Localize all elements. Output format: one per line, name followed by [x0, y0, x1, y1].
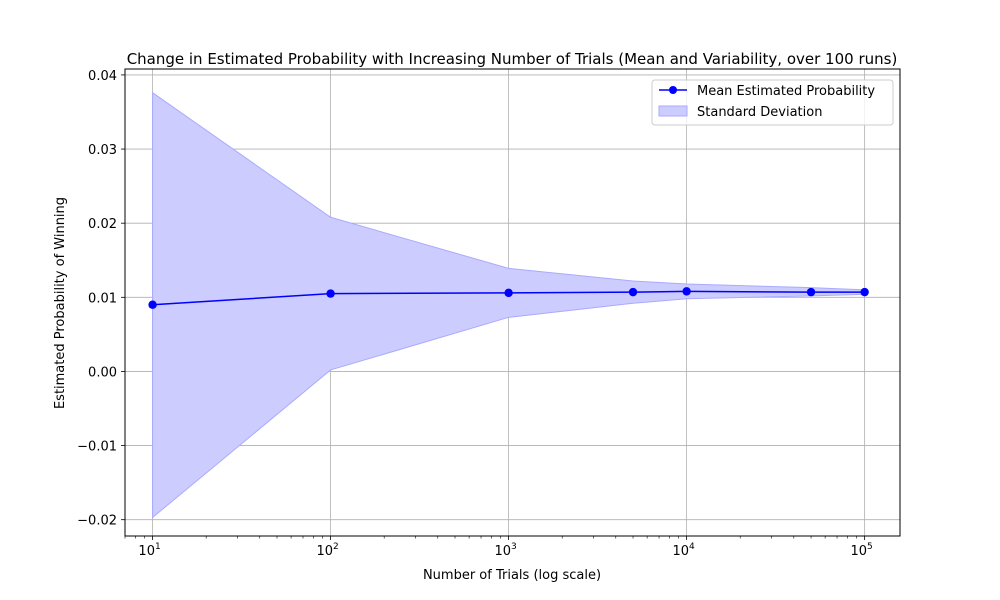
x-tick-label: 103 [494, 542, 516, 559]
x-tick-label: 104 [672, 542, 695, 559]
y-tick-label: 0.00 [88, 365, 117, 380]
y-tick-label: −0.01 [77, 440, 117, 455]
mean-point [682, 287, 691, 296]
x-tick-label: 105 [850, 542, 872, 559]
x-axis-title: Number of Trials (log scale) [423, 568, 601, 583]
legend-box [651, 79, 894, 126]
mean-line-layer [148, 287, 869, 309]
mean-point [326, 289, 335, 298]
mean-point [148, 300, 157, 309]
x-tick-label: 102 [316, 542, 338, 559]
x-axis-ticks: 101 102 103 104 105 [124, 536, 873, 559]
legend-label-std: Standard Deviation [697, 105, 822, 120]
y-tick-label: −0.02 [77, 514, 117, 529]
mean-point [806, 287, 816, 297]
y-tick-label: 0.02 [88, 217, 117, 232]
legend-label-mean: Mean Estimated Probability [697, 84, 875, 99]
legend-band-swatch [658, 105, 688, 117]
y-axis-title: Estimated Probability of Winning [53, 197, 68, 409]
mean-point [860, 287, 869, 297]
y-axis-ticks: −0.02 −0.01 0.00 0.01 0.02 0.03 0.04 [77, 69, 125, 529]
plot-frame [124, 68, 901, 537]
chart-title: Change in Estimated Probability with Inc… [127, 50, 898, 68]
legend: Mean Estimated Probability Standard Devi… [651, 79, 894, 126]
y-tick-label: 0.04 [88, 69, 117, 84]
mean-point [504, 288, 513, 298]
x-tick-label: 101 [138, 542, 160, 559]
y-tick-label: 0.03 [88, 143, 117, 158]
legend-marker-swatch [669, 86, 677, 94]
mean-point [628, 287, 638, 297]
y-tick-label: 0.01 [88, 291, 117, 306]
